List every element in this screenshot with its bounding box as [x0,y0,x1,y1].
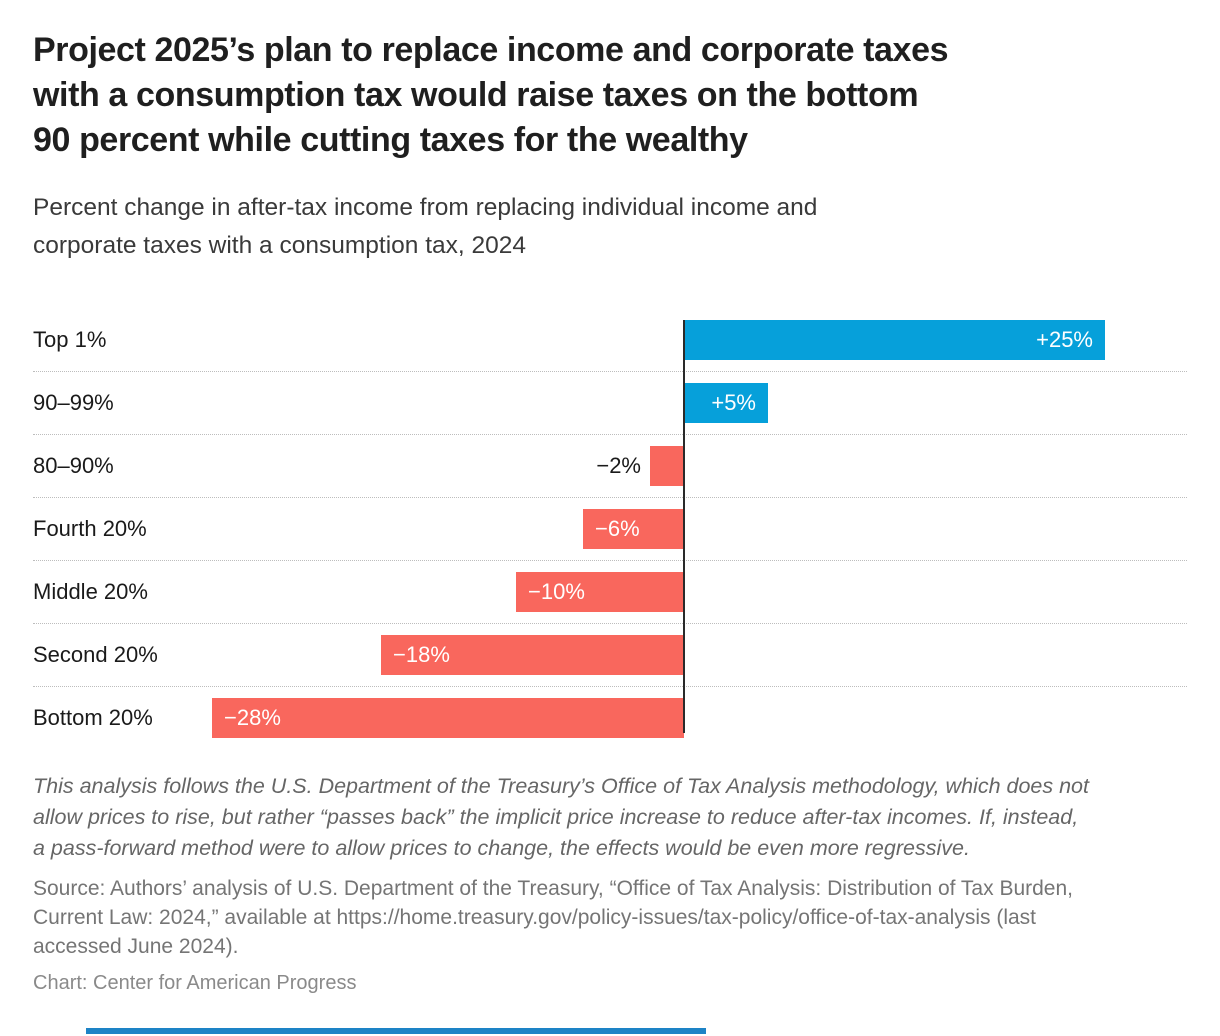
chart-row: Fourth 20% −6% [33,497,1187,560]
source-note-line: Source: Authors’ analysis of U.S. Depart… [33,877,1073,900]
bar: −10% [516,572,684,612]
bar: +5% [684,383,768,423]
methodology-note-line: allow prices to rise, but rather “passes… [33,805,1079,829]
page-title-line: Project 2025’s plan to replace income an… [33,31,949,69]
chart-subtitle: Percent change in after-tax income from … [33,189,1187,265]
footer-accent-bar [86,1028,706,1034]
chart-row: Top 1% +25% [33,309,1187,371]
bar-value-label: −10% [528,579,585,604]
bar-chart: Top 1% +25% 90–99% +5% 80–90% −2% Fourth… [33,309,1187,749]
source-note-line: Current Law: 2024,” available at https:/… [33,906,1036,929]
page-title-line: 90 percent while cutting taxes for the w… [33,121,748,159]
bar: −28% [212,698,684,738]
chart-subtitle-line: Percent change in after-tax income from … [33,194,818,221]
methodology-note-line: a pass-forward method were to allow pric… [33,836,970,860]
bar-value-label: −6% [595,516,640,541]
category-label: 80–90% [33,453,114,478]
bar: −18% [381,635,684,675]
methodology-note-line: This analysis follows the U.S. Departmen… [33,774,1089,798]
chart-row: Second 20% −18% [33,623,1187,686]
category-label: 90–99% [33,390,114,415]
bar-value-label: −2% [596,453,641,478]
source-note-line: accessed June 2024). [33,935,239,958]
bar-value-label: −28% [224,705,281,730]
zero-baseline [683,320,685,733]
source-note: Source: Authors’ analysis of U.S. Depart… [33,874,1187,961]
category-label: Second 20% [33,642,158,667]
page: Project 2025’s plan to replace income an… [0,28,1220,995]
bar-value-label: −18% [393,642,450,667]
chart-row: 90–99% +5% [33,371,1187,434]
chart-row: Bottom 20% −28% [33,686,1187,749]
bar-value-label: +5% [711,390,756,415]
category-label: Top 1% [33,327,107,352]
category-label: Fourth 20% [33,516,147,541]
category-label: Middle 20% [33,579,148,604]
bar: +25% [684,320,1105,360]
category-label: Bottom 20% [33,705,153,730]
chart-subtitle-line: corporate taxes with a consumption tax, … [33,232,527,259]
page-title: Project 2025’s plan to replace income an… [33,28,1187,163]
bar: −6% [583,509,684,549]
bar: −2% [596,446,684,486]
chart-row: Middle 20% −10% [33,560,1187,623]
chart-credit: Chart: Center for American Progress [33,972,357,994]
chart-row: 80–90% −2% [33,434,1187,497]
methodology-note: This analysis follows the U.S. Departmen… [33,771,1187,864]
page-title-line: with a consumption tax would raise taxes… [33,76,919,114]
bar-value-label: +25% [1036,327,1093,352]
